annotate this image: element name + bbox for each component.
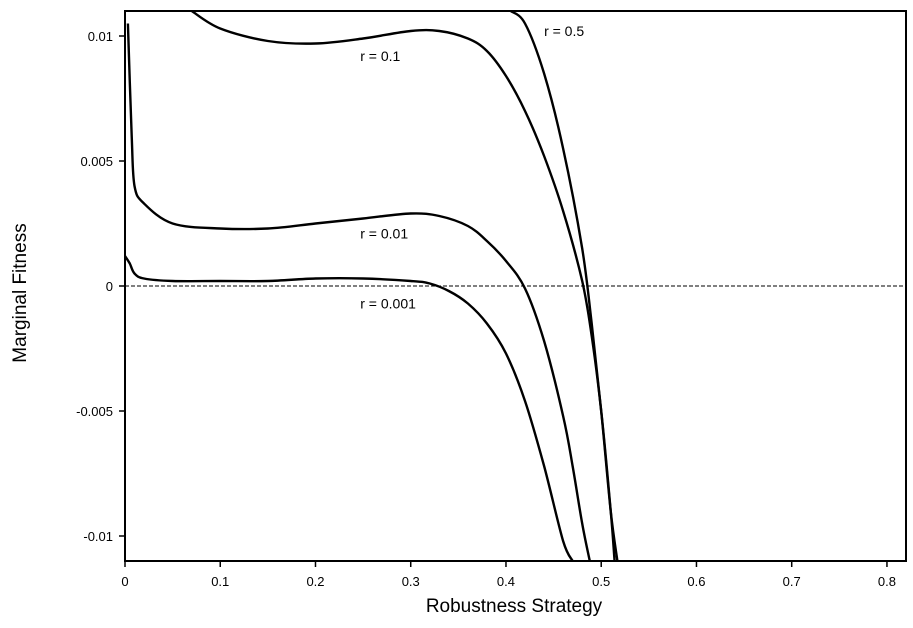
series-line	[191, 11, 616, 561]
curve-label: r = 0.001	[360, 296, 416, 312]
x-tick-label: 0.6	[687, 574, 705, 589]
x-tick-label: 0.1	[211, 574, 229, 589]
curve-label: r = 0.01	[360, 226, 408, 242]
y-tick-label: 0.01	[88, 29, 113, 44]
series-line	[126, 23, 591, 561]
y-tick-label: -0.01	[83, 529, 113, 544]
x-tick-label: 0.3	[402, 574, 420, 589]
y-tick-label: -0.005	[76, 404, 113, 419]
curve-label: r = 0.5	[544, 23, 584, 39]
series-line	[125, 255, 574, 561]
x-tick-label: 0	[121, 574, 128, 589]
y-axis-title: Marginal Fitness	[10, 223, 31, 362]
curve-label: r = 0.1	[360, 48, 400, 64]
x-tick-label: 0.5	[592, 574, 610, 589]
plot-area: 0 0.1 0.2 0.3 0.4 0.5 0.6 0.7 0.8 0.01 0.005 0 -0.00…	[76, 10, 907, 589]
x-tick-label: 0.7	[783, 574, 801, 589]
x-tick-label: 0.4	[497, 574, 515, 589]
x-tick-label: 0.2	[306, 574, 324, 589]
y-tick-label: 0	[106, 279, 113, 294]
x-axis-title: Robustness Strategy	[426, 596, 603, 617]
y-tick-label: 0.005	[80, 154, 113, 169]
x-tick-label: 0.8	[878, 574, 896, 589]
